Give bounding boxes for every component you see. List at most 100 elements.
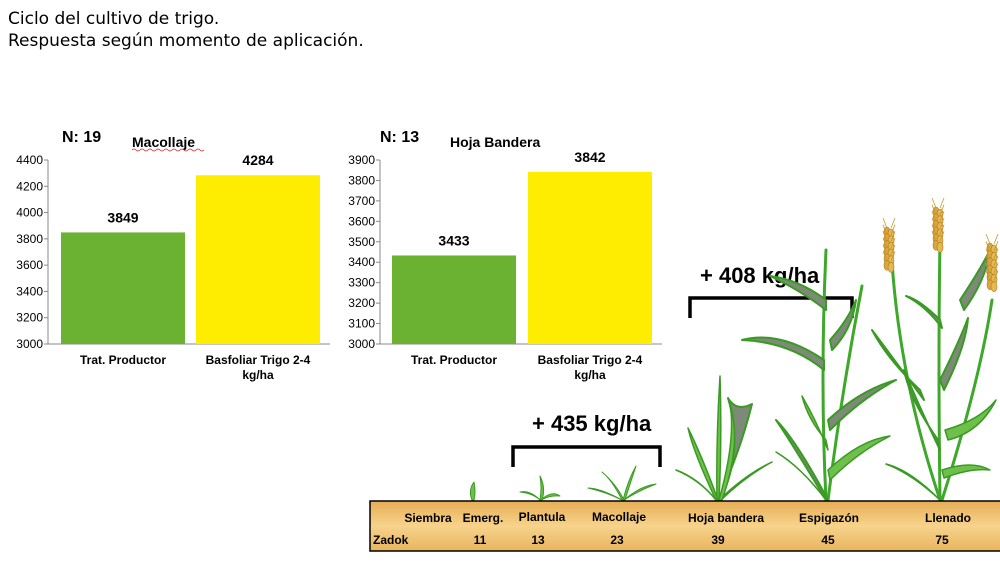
awn [931,217,937,229]
y-tick-label: 3700 [348,194,375,208]
leaf [587,487,623,501]
leaf [903,369,941,451]
stage-label: Siembra [404,511,452,525]
awn [985,255,991,267]
leaf [944,399,997,441]
zadok-value: 75 [935,533,949,547]
bar-value-label: 4284 [242,152,273,168]
stage-label: Llenado [925,511,971,525]
x-category-label: Trat. Productor [80,353,166,367]
awn [985,270,991,281]
stage-label: Hoja bandera [688,511,764,525]
leaf [775,451,827,501]
awn [939,197,945,209]
timeline-band: Siembra Emerg. Plantula Macollaje Hoja bande… [369,500,1000,552]
plant-plantula [519,475,561,501]
wheat-spike [882,217,896,273]
x-axis-labels: Trat. Productor Basfoliar Trigo 2-4kg/ha [80,353,311,382]
y-tick-label: 3100 [348,317,375,331]
awn [939,217,945,229]
x-category-label: Basfoliar Trigo 2-4 [206,353,311,367]
soil-band [369,500,1000,552]
leaf [801,395,829,451]
chart-title: Hoja Bandera [450,134,540,150]
awn [939,211,945,222]
grain [936,242,944,253]
awn [985,241,991,252]
y-tick-label: 3500 [348,235,375,249]
stage-label: Macollaje [592,510,646,524]
bracket-line [511,445,662,467]
awn [985,263,991,274]
grain [887,262,895,273]
bar [61,232,185,344]
leaf [827,435,891,481]
wheat-spike [931,197,945,253]
x-category-label: kg/ha [574,368,606,382]
chart-hoja-bandera: N: 13 Hoja Bandera 300031003200330034003… [348,129,662,382]
awn [993,270,999,281]
grain [990,281,998,292]
y-tick-label: 3200 [16,311,43,325]
y-tick-label: 3400 [348,255,375,269]
awn [993,255,999,267]
awn [882,217,888,229]
chart-title: Macollaje [132,134,195,150]
leaf [905,295,943,329]
awn [931,211,937,222]
wheat-spike [985,233,999,292]
leaf [687,427,719,501]
leaf [769,275,827,311]
leaf [519,491,541,501]
plant-hoja-bandera [675,375,773,501]
leaf [871,329,925,401]
leaf [623,483,657,501]
value-labels: 3849 4284 [107,152,273,225]
stem [937,238,942,502]
awn [931,231,937,242]
awn [931,197,937,209]
y-tick-label: 4200 [16,179,43,193]
awn [882,244,888,255]
wheat-growth-illustration [469,197,999,502]
awn [882,231,888,242]
page-title: Ciclo del cultivo de trigo. Respuesta se… [8,8,364,52]
leaf [718,403,736,501]
chart-n-label: N: 19 [62,129,101,146]
gain-label: + 435 kg/ha [532,411,652,436]
bars [61,175,320,344]
leaf [741,336,825,371]
awn [993,248,999,259]
x-category-label: Trat. Productor [411,353,497,367]
plant-llenado [871,197,999,502]
leaf [539,475,545,501]
awn [993,263,999,274]
awn [890,224,896,235]
leaf [718,461,773,501]
zadok-values: 11 13 23 39 45 75 [474,533,949,547]
zadok-value: 39 [711,533,725,547]
bars [392,171,652,344]
awn [939,204,945,215]
value-labels: 3433 3842 [438,149,605,249]
y-tick-label: 3600 [348,214,375,228]
awn [939,231,945,242]
title-line-1: Ciclo del cultivo de trigo. [8,9,220,29]
leaf [622,465,637,501]
y-tick-label: 3600 [16,258,43,272]
y-tick-label: 3800 [348,173,375,187]
chart-macollaje: N: 19 Macollaje 3000 3200 3400 3600 3800 4000… [16,129,330,382]
x-category-label: kg/ha [242,368,274,382]
zadok-value: 45 [821,533,835,547]
leaf [827,379,897,431]
awn [931,224,937,235]
title-line-2: Respuesta según momento de aplicación. [8,31,364,51]
awn [985,233,991,245]
leaf [885,463,941,501]
y-tick-label: 3000 [16,337,43,351]
bar-value-label: 3433 [438,232,469,248]
leaf [716,375,722,501]
leaf [675,469,717,501]
stage-label: Espigazón [799,511,859,525]
plant-macollaje [587,465,657,501]
